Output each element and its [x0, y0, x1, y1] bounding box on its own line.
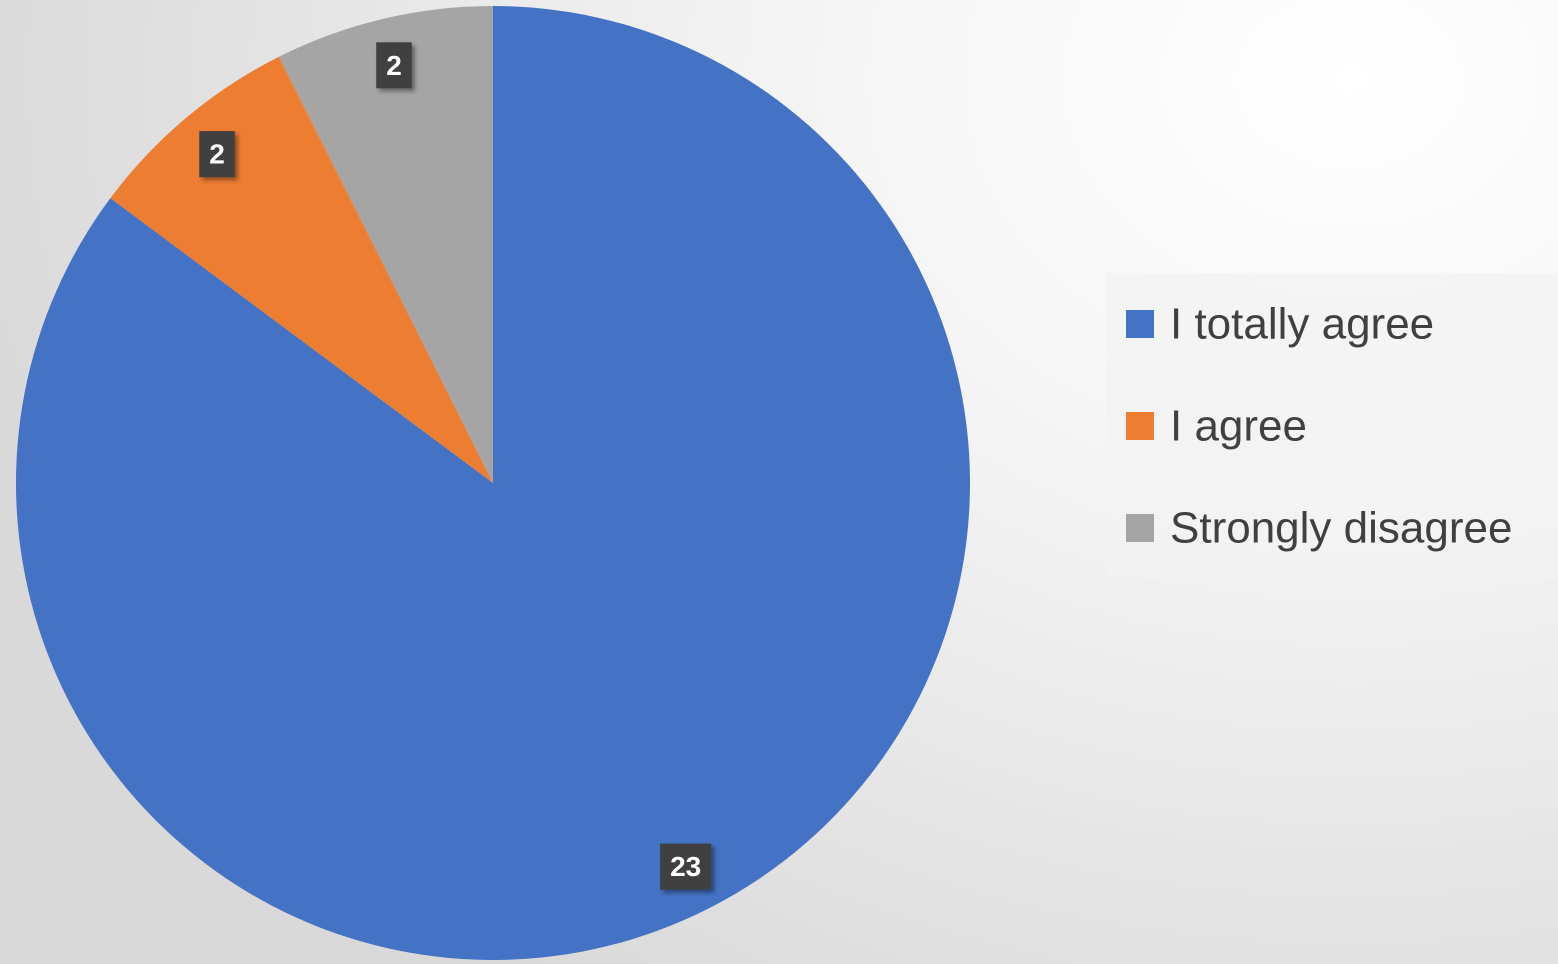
legend-swatch	[1126, 310, 1154, 338]
data-label: 2	[386, 50, 402, 81]
legend-swatch	[1126, 514, 1154, 542]
data-label: 2	[209, 139, 225, 170]
legend-label: I totally agree	[1170, 300, 1434, 349]
data-labels: 23 2 2	[199, 42, 712, 890]
legend-label: I agree	[1170, 402, 1307, 451]
data-label: 23	[670, 851, 701, 882]
legend-box	[1106, 273, 1558, 578]
data-label-box	[199, 131, 235, 178]
data-label-box	[660, 843, 712, 890]
pie-slice	[278, 6, 493, 483]
legend-label: Strongly disagree	[1170, 504, 1512, 553]
legend: I totally agree I agree Strongly disagree	[1126, 300, 1512, 553]
legend-swatch	[1126, 412, 1154, 440]
data-label-box	[376, 42, 412, 89]
slices	[15, 6, 971, 960]
